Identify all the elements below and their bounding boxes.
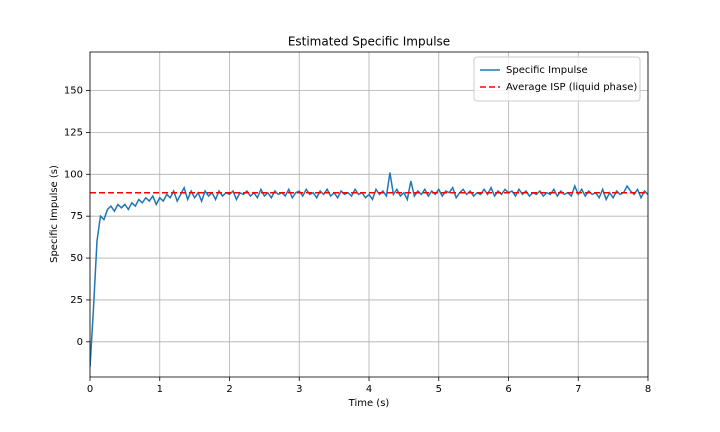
- y-tick-label: 25: [70, 295, 83, 306]
- x-tick-label: 2: [226, 384, 232, 395]
- legend-label: Specific Impulse: [506, 65, 588, 76]
- x-tick-label: 7: [575, 384, 581, 395]
- y-tick-label: 125: [64, 127, 83, 138]
- y-tick-label: 100: [64, 169, 83, 180]
- x-tick-label: 1: [157, 384, 163, 395]
- chart-title: Estimated Specific Impulse: [288, 35, 450, 49]
- x-tick-label: 5: [436, 384, 442, 395]
- x-tick-label: 8: [645, 384, 651, 395]
- y-tick-label: 150: [64, 86, 83, 97]
- data-line: [90, 172, 648, 367]
- legend-box: [473, 56, 641, 102]
- legend-label: Average ISP (liquid phase): [506, 82, 637, 93]
- x-tick-label: 0: [87, 384, 93, 395]
- y-tick-label: 50: [70, 253, 83, 264]
- x-axis-label: Time (s): [348, 398, 390, 409]
- y-axis-label: Specific Impulse (s): [49, 165, 60, 263]
- x-tick-label: 4: [366, 384, 372, 395]
- y-tick-label: 75: [70, 211, 83, 222]
- x-tick-label: 3: [296, 384, 302, 395]
- y-tick-label: 0: [77, 337, 83, 348]
- plot-frame: [89, 51, 649, 378]
- x-tick-label: 6: [505, 384, 511, 395]
